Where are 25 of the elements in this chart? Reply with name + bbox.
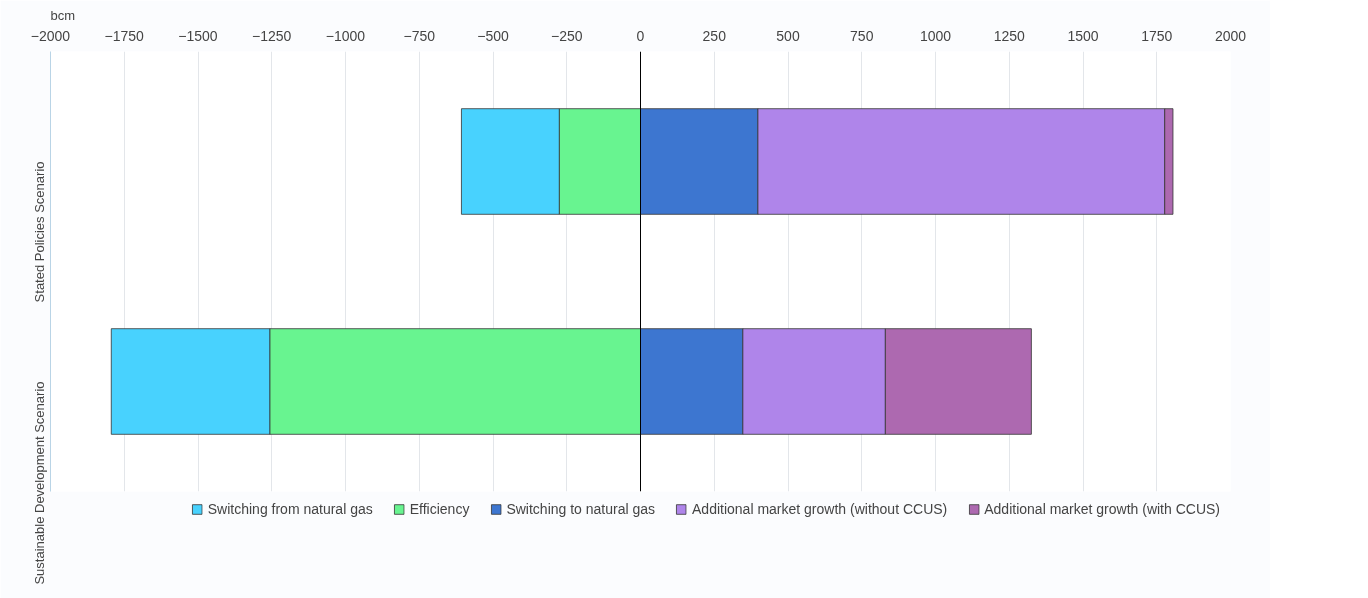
x-axis-title: bcm — [50, 7, 76, 23]
x-tick-label: 750 — [850, 27, 874, 44]
x-tick-label: −1750 — [104, 27, 145, 44]
x-tick-label: 0 — [636, 27, 645, 44]
x-tick-label: −2000 — [30, 27, 71, 44]
x-tick-label: 250 — [702, 27, 727, 44]
x-tick-label: 500 — [776, 27, 800, 44]
x-tick-label: 2000 — [1214, 27, 1247, 44]
legend-label: Additional market growth (without CCUS) — [692, 501, 948, 517]
x-tick-label: −1500 — [178, 27, 218, 44]
x-tick-label: −750 — [403, 27, 436, 44]
legend-label: Switching to natural gas — [506, 501, 656, 517]
legend-label: Efficiency — [409, 501, 470, 517]
legend-label: Additional market growth (with CCUS) — [984, 501, 1220, 517]
legend-label: Switching from natural gas — [207, 501, 373, 517]
x-tick-label: 1500 — [1067, 27, 1099, 44]
x-tick-label: −250 — [550, 27, 583, 44]
x-tick-label: 1000 — [919, 27, 952, 44]
x-tick-label: 1250 — [993, 27, 1026, 44]
x-tick-label: −1250 — [252, 27, 292, 44]
y-tick-label: Sustainable Development Scenario — [32, 381, 47, 585]
x-tick-label: −500 — [477, 27, 509, 44]
y-tick-label: Stated Policies Scenario — [32, 161, 47, 303]
x-tick-label: 1750 — [1141, 27, 1173, 44]
x-tick-label: −1000 — [325, 27, 366, 44]
